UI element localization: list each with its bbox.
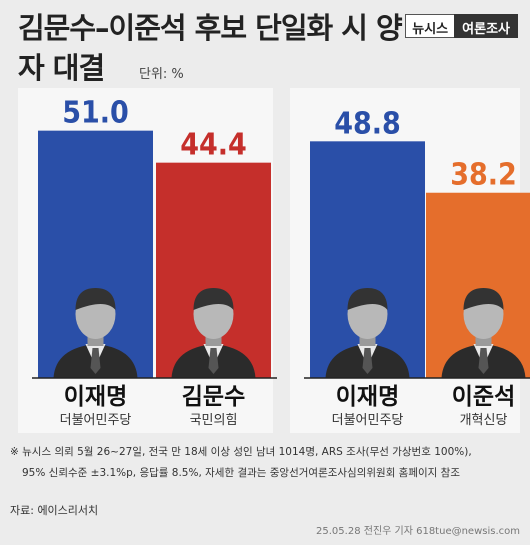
party-name-1-1: 개혁신당 xyxy=(460,413,508,428)
brand-newsis: 뉴시스 xyxy=(405,14,455,38)
candidate-name-1-0: 이재명 xyxy=(336,384,399,410)
value-label-1-0: 48.8 xyxy=(334,106,401,141)
candidate-photo-0-1 xyxy=(171,288,256,378)
party-name-1-0: 더불어민주당 xyxy=(332,413,404,428)
chart-title: 김문수–이준석 후보 단일화 시 양자 대결 xyxy=(18,11,403,85)
survey-note-line1: ※ 뉴시스 의뢰 5월 26~27일, 전국 만 18세 이상 성인 남녀 10… xyxy=(10,446,472,458)
credit-label: 25.05.28 전진우 기자 618tue@newsis.com xyxy=(316,526,520,537)
value-label-1-1: 38.2 xyxy=(450,158,517,193)
brand-poll: 여론조사 xyxy=(454,14,518,38)
candidate-name-1-1: 이준석 xyxy=(452,384,515,410)
party-name-0-0: 더불어민주당 xyxy=(60,413,132,428)
candidate-name-0-0: 이재명 xyxy=(64,384,127,410)
unit-label: 단위: % xyxy=(139,67,184,82)
survey-note-line2: 95% 신뢰수준 ±3.1%p, 응답률 8.5%, 자세한 결과는 중앙선거여… xyxy=(22,467,460,479)
value-label-0-1: 44.4 xyxy=(180,128,247,163)
survey-note: ※ 뉴시스 의뢰 5월 26~27일, 전국 만 18세 이상 성인 남녀 10… xyxy=(10,442,525,484)
candidate-photo-1-0 xyxy=(325,288,410,378)
party-name-0-1: 국민의힘 xyxy=(190,413,238,428)
candidate-name-0-1: 김문수 xyxy=(182,384,245,410)
candidate-photo-0-0 xyxy=(53,288,138,378)
candidate-photo-1-1 xyxy=(441,288,526,378)
source-label: 자료: 에이스리서치 xyxy=(10,504,99,517)
brand-badge: 뉴시스 여론조사 xyxy=(405,14,518,38)
value-label-0-0: 51.0 xyxy=(62,96,129,131)
